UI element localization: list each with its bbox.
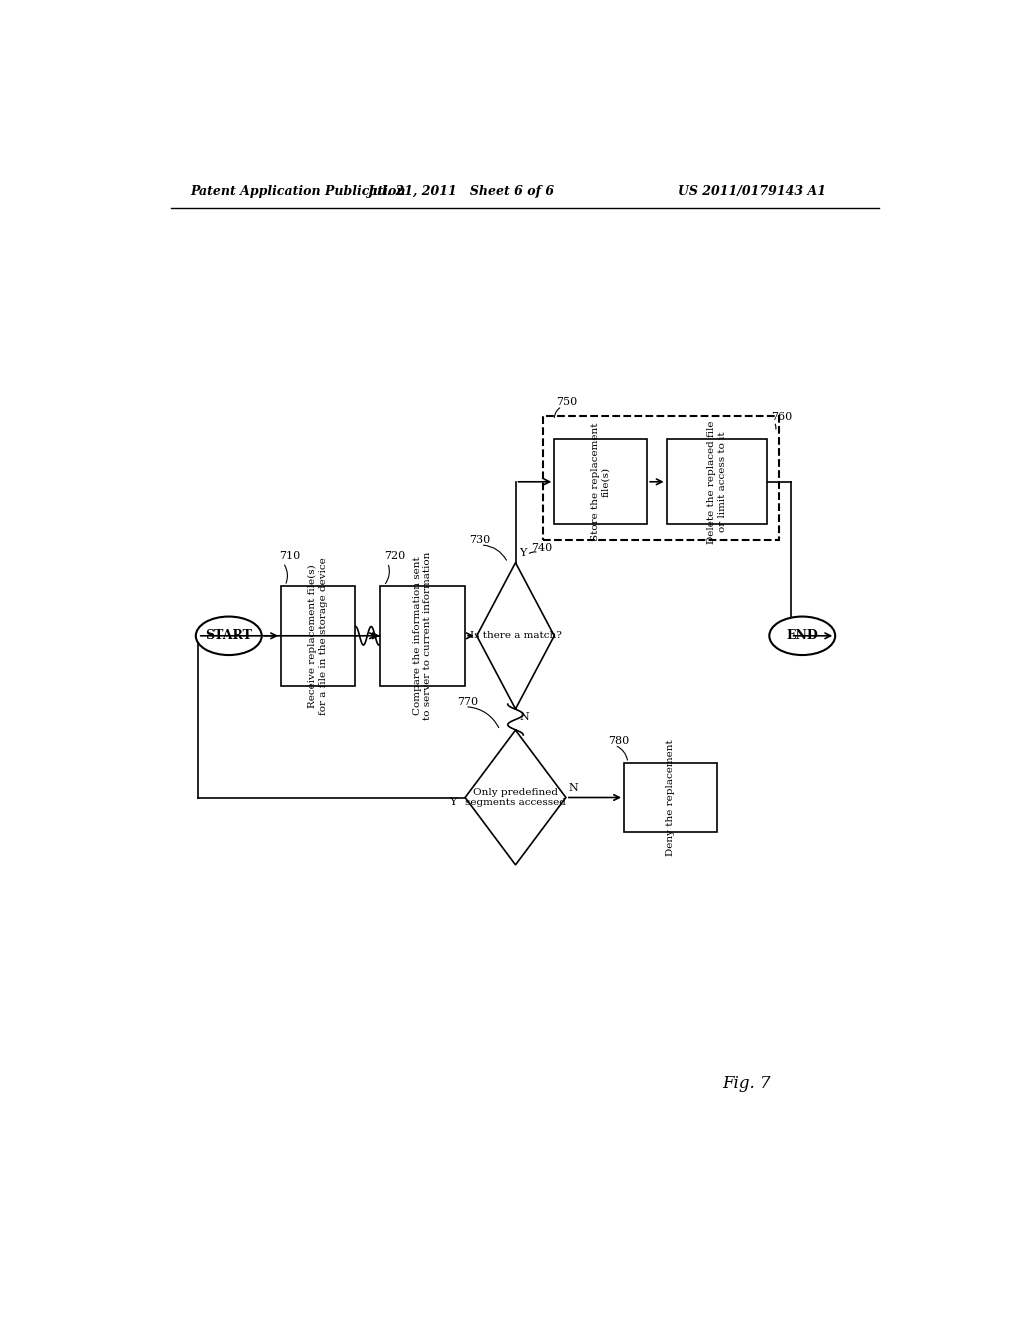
- Text: START: START: [206, 630, 252, 643]
- Text: 770: 770: [458, 697, 478, 708]
- Polygon shape: [477, 562, 554, 709]
- Bar: [281, 586, 354, 686]
- Text: Fig. 7: Fig. 7: [723, 1076, 771, 1093]
- Ellipse shape: [769, 616, 836, 655]
- Text: US 2011/0179143 A1: US 2011/0179143 A1: [678, 185, 825, 198]
- Bar: [380, 586, 465, 686]
- Text: Only predefined
segments accessed: Only predefined segments accessed: [465, 788, 566, 808]
- Text: Receive replacement file(s)
for a file in the storage device: Receive replacement file(s) for a file i…: [308, 557, 328, 714]
- Bar: [624, 763, 717, 832]
- Text: 740: 740: [531, 543, 552, 553]
- Bar: [554, 440, 647, 524]
- Text: Compare the information sent
to server to current information: Compare the information sent to server t…: [413, 552, 432, 719]
- Text: Delete the replaced file
or limit access to it: Delete the replaced file or limit access…: [708, 420, 727, 544]
- Text: Jul. 21, 2011   Sheet 6 of 6: Jul. 21, 2011 Sheet 6 of 6: [368, 185, 555, 198]
- Text: Patent Application Publication: Patent Application Publication: [190, 185, 406, 198]
- Text: Deny the replacement: Deny the replacement: [666, 739, 675, 855]
- Text: 730: 730: [469, 536, 490, 545]
- Text: Y: Y: [450, 797, 457, 808]
- Polygon shape: [465, 730, 566, 865]
- Text: 780: 780: [608, 735, 630, 746]
- Text: Y: Y: [519, 549, 526, 558]
- Bar: [667, 440, 767, 524]
- Text: 720: 720: [384, 550, 406, 561]
- Text: 750: 750: [557, 397, 578, 407]
- Text: N: N: [568, 783, 578, 793]
- Text: Store the replacement
file(s): Store the replacement file(s): [591, 422, 610, 541]
- Bar: [543, 416, 779, 540]
- Text: N: N: [519, 713, 529, 722]
- Text: 760: 760: [771, 412, 793, 422]
- Text: Is there a match?: Is there a match?: [470, 631, 561, 640]
- Text: END: END: [786, 630, 818, 643]
- Ellipse shape: [196, 616, 262, 655]
- Text: 710: 710: [280, 550, 300, 561]
